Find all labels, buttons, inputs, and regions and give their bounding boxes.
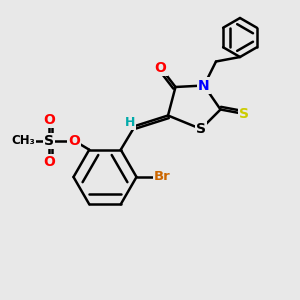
- Text: O: O: [43, 155, 55, 169]
- Text: O: O: [43, 113, 55, 127]
- Text: Br: Br: [154, 170, 170, 184]
- Text: O: O: [154, 61, 166, 74]
- Text: S: S: [196, 122, 206, 136]
- Text: S: S: [239, 107, 250, 121]
- Text: N: N: [198, 79, 210, 92]
- Text: CH₃: CH₃: [11, 134, 35, 147]
- Text: S: S: [44, 134, 54, 148]
- Text: O: O: [68, 134, 80, 148]
- Text: H: H: [124, 116, 135, 129]
